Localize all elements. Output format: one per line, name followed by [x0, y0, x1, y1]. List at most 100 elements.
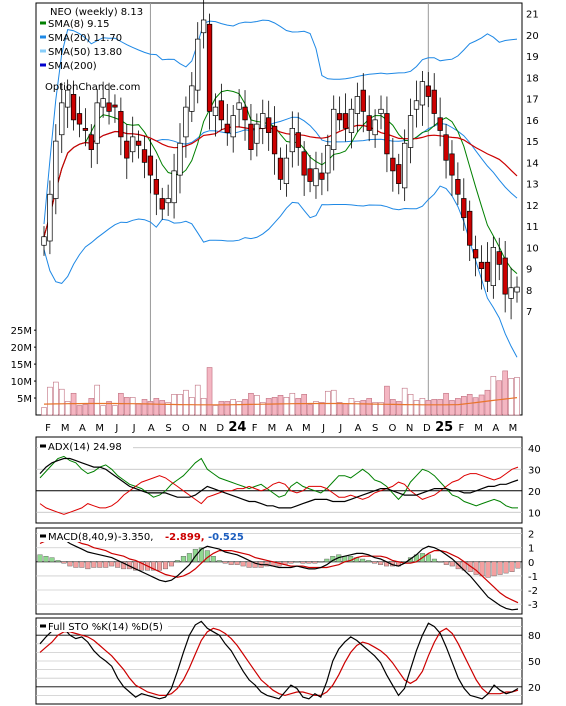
candle-body — [396, 164, 402, 184]
volume-bar — [135, 403, 142, 416]
macd-histogram-bar — [55, 560, 61, 563]
volume-bar — [123, 397, 130, 416]
x-axis-label: M — [509, 423, 518, 434]
adx-tick-label: 10 — [528, 508, 541, 519]
price-grid — [149, 3, 429, 415]
legend-label: SMA(8) 9.15 — [48, 19, 109, 30]
volume-bar — [147, 401, 154, 416]
volume-bar — [224, 401, 231, 416]
macd-histogram-bar — [115, 561, 121, 568]
macd-histogram-bar — [216, 560, 222, 563]
candle-body — [100, 98, 106, 108]
candle-body — [455, 179, 461, 195]
price-tick-label: 21 — [526, 10, 539, 21]
candle-body — [135, 140, 142, 146]
volume-bar — [64, 401, 71, 416]
candle-body — [195, 38, 201, 91]
volume-bar — [336, 402, 343, 416]
macd-histogram-bar — [449, 561, 455, 567]
x-axis-label: F — [45, 423, 51, 434]
candle-body — [366, 115, 372, 131]
sto-title: Full STO %K(14) %D(5) — [48, 622, 163, 633]
candle-body — [419, 81, 426, 106]
volume-bar — [508, 378, 514, 416]
candle-body — [64, 89, 71, 108]
adx-y-ticks: 40 30 20 10 — [528, 444, 541, 520]
x-axis-label: J — [338, 423, 342, 434]
macd-histogram-bar — [91, 561, 97, 568]
macd-histogram-bar — [162, 561, 168, 570]
volume-bar — [431, 399, 438, 416]
macd-histogram-bar — [222, 561, 228, 564]
volume-bar — [100, 405, 106, 416]
sto-tick-label: 20 — [528, 683, 541, 694]
volume-bar — [271, 397, 278, 416]
sto-panel: 80 50 20 Full STO %K(14) %D(5) — [35, 617, 541, 705]
price-tick-label: 19 — [526, 52, 539, 63]
volume-bar — [490, 376, 497, 416]
candle-body — [502, 257, 508, 295]
volume-bar — [478, 394, 485, 416]
volume-bar — [106, 401, 112, 416]
macd-value-1: -3.350, — [118, 532, 153, 543]
macd-histogram-bar — [73, 561, 79, 568]
volume-bar — [395, 401, 402, 416]
candle-body — [478, 261, 485, 269]
candle-body — [301, 151, 307, 176]
sto-k-line — [39, 620, 519, 700]
adx-title: ADX(14) 24.98 — [48, 442, 122, 453]
volume-bar — [372, 402, 378, 416]
x-axis-label: M — [61, 423, 70, 434]
candle-body — [372, 119, 378, 136]
macd-histogram-bar — [151, 561, 157, 571]
volume-bar — [419, 398, 426, 416]
macd-histogram-bar — [156, 561, 162, 571]
adx-tick-label: 30 — [528, 465, 541, 476]
x-axis-label: N — [199, 423, 206, 434]
volume-tick-label: 5M — [17, 394, 32, 405]
candle-body — [437, 117, 443, 131]
macd-histogram-bar — [425, 554, 431, 563]
sto-title-bg — [38, 619, 168, 632]
volume-bar — [378, 402, 384, 416]
volume-bar — [236, 401, 242, 416]
macd-line — [39, 534, 519, 611]
macd-histogram-bar — [61, 561, 67, 564]
adx-line — [39, 457, 519, 509]
x-axis-label: D — [216, 423, 224, 434]
macd-signal-line — [39, 537, 519, 604]
volume-bar — [165, 402, 171, 416]
volume-bar — [330, 389, 337, 416]
x-axis-labels: F M A M J J A S O N D 24 F M A M J J A S O N D 25 F M A M — [45, 420, 517, 435]
macd-histogram-bar — [431, 558, 437, 563]
x-axis-label: M — [474, 423, 483, 434]
macd-histogram-bar — [186, 553, 192, 563]
x-axis-label: D — [423, 423, 431, 434]
macd-histogram-bar — [67, 561, 73, 567]
macd-histogram-bar — [103, 561, 109, 568]
volume-bar — [348, 398, 355, 416]
chart-title: NEO (weekly) 8.13 — [50, 7, 143, 18]
candle-body — [147, 155, 154, 176]
candle-body — [496, 251, 502, 265]
volume-tick-label: 25M — [11, 326, 32, 337]
candle-body — [82, 128, 89, 131]
candle-body — [271, 125, 278, 155]
sto-y-ticks: 80 50 20 — [528, 631, 541, 694]
candle-body — [224, 123, 230, 133]
sto-tick-label: 80 — [528, 631, 541, 642]
x-axis-label: O — [389, 423, 397, 434]
x-axis-label: J — [132, 423, 136, 434]
macd-histogram-bar — [312, 561, 318, 564]
price-tick-label: 11 — [526, 222, 539, 233]
minus-di-line — [39, 466, 519, 515]
price-legend: SMA(8) 9.15 SMA(20) 11.70 SMA(50) 13.80 SMA… — [40, 19, 122, 72]
volume-bar — [94, 384, 101, 416]
x-axis-label: M — [302, 423, 311, 434]
candle-body — [112, 104, 118, 108]
bollinger-bands — [43, 19, 518, 358]
macd-histogram-bar — [324, 558, 330, 563]
candle-body — [59, 102, 65, 136]
candle-body — [47, 193, 53, 242]
macd-histogram-bar — [437, 561, 443, 563]
